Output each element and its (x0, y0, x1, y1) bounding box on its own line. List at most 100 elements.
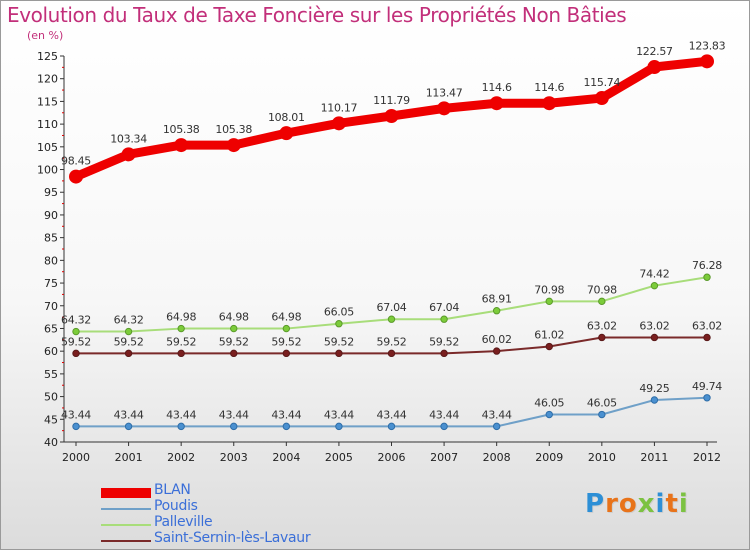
data-point (177, 324, 185, 333)
data-label: 110.17 (321, 101, 358, 114)
data-label: 105.38 (163, 123, 200, 136)
data-label: 67.04 (429, 301, 459, 314)
brand-letter: o (618, 489, 638, 519)
data-label: 46.05 (587, 397, 617, 410)
y-tick-label: 40 (44, 436, 58, 449)
brand-letter: i (678, 489, 689, 519)
data-label: 43.44 (482, 408, 512, 421)
brand-letter: i (655, 489, 666, 519)
data-label: 49.74 (692, 380, 722, 393)
y-tick-label: 50 (44, 391, 58, 404)
data-point (598, 297, 606, 306)
data-point (174, 138, 189, 153)
data-label: 113.47 (426, 86, 463, 99)
data-label: 64.98 (166, 311, 196, 324)
data-label: 64.98 (219, 311, 249, 324)
data-label: 59.52 (271, 335, 301, 348)
legend-swatch-palleville (101, 524, 151, 526)
data-point (335, 349, 343, 358)
data-point (230, 324, 238, 333)
data-label: 70.98 (587, 283, 617, 296)
x-tick-label: 2004 (272, 451, 300, 464)
x-tick-label: 2003 (220, 451, 248, 464)
data-point (124, 327, 133, 336)
axes: 40 45 50 55 60 65 70 75 80 85 90 95 100 105 110 115 120 1… (37, 50, 721, 464)
x-tick-label: 2008 (483, 451, 511, 464)
brand-letter: x (637, 489, 656, 519)
data-point (440, 349, 448, 358)
data-label: 111.79 (373, 94, 410, 107)
data-point (226, 138, 241, 153)
data-point (279, 126, 294, 141)
brand-logo: Proxiti (585, 489, 689, 519)
data-label: 43.44 (429, 408, 459, 421)
data-point (440, 315, 448, 323)
data-label: 59.52 (166, 335, 196, 348)
data-label: 64.32 (61, 314, 91, 327)
data-label: 43.44 (377, 408, 407, 421)
data-label: 49.25 (639, 382, 669, 395)
data-label: 60.02 (482, 333, 512, 346)
legend-swatch-poudis (101, 508, 151, 510)
data-point (335, 320, 343, 328)
data-label: 122.57 (636, 45, 673, 58)
y-tick-label: 110 (37, 118, 58, 131)
data-label: 59.52 (219, 335, 249, 348)
data-label: 66.05 (324, 306, 354, 319)
unit-label: (en %) (27, 29, 64, 42)
y-tick-label: 105 (37, 141, 58, 154)
data-label: 43.44 (61, 408, 91, 421)
data-label: 68.91 (482, 293, 512, 306)
data-label: 59.52 (429, 335, 459, 348)
y-tick-label: 45 (44, 413, 58, 426)
data-label-layer: 43.44 43.44 43.44 43.44 43.44 43.44 43.44 43.44… (61, 39, 726, 421)
data-point (72, 327, 80, 336)
data-label: 76.28 (692, 259, 722, 272)
y-tick-label: 115 (37, 95, 58, 108)
x-tick-label: 2007 (430, 451, 458, 464)
data-point (177, 349, 185, 358)
data-label: 115.74 (583, 76, 620, 89)
brand-letter: r (605, 489, 619, 519)
data-label: 64.32 (114, 314, 144, 327)
data-label: 43.44 (166, 408, 196, 421)
data-point (69, 169, 83, 184)
data-label: 43.44 (219, 408, 249, 421)
y-tick-label: 90 (44, 209, 58, 222)
chart-title: Evolution du Taux de Taxe Foncière sur l… (7, 3, 627, 27)
x-tick-label: 2011 (640, 451, 668, 464)
data-point (440, 422, 448, 431)
data-point (72, 349, 80, 358)
data-point (384, 108, 399, 123)
legend-label-palleville: Palleville (154, 514, 213, 530)
data-point (598, 333, 606, 342)
data-label: 74.42 (639, 268, 669, 281)
data-label: 43.44 (271, 408, 301, 421)
y-tick-label: 65 (44, 322, 58, 335)
data-point (124, 422, 133, 431)
data-label: 59.52 (114, 335, 144, 348)
data-point (489, 96, 504, 111)
x-tick-label: 2002 (167, 451, 195, 464)
data-point (700, 54, 714, 69)
data-point (335, 422, 343, 431)
data-label: 63.02 (587, 319, 617, 332)
y-tick-label: 125 (37, 50, 58, 63)
data-label: 64.98 (271, 311, 301, 324)
data-point (177, 422, 185, 431)
data-point (282, 422, 291, 431)
x-tick-label: 2000 (62, 451, 90, 464)
data-point (650, 396, 659, 404)
y-tick-label: 120 (37, 73, 58, 86)
data-point (282, 324, 291, 333)
data-label: 123.83 (689, 39, 726, 52)
data-point (230, 349, 238, 358)
data-label: 46.05 (534, 397, 564, 410)
legend-label-poudis: Poudis (154, 498, 198, 514)
data-label: 105.38 (215, 123, 252, 136)
data-label: 59.52 (377, 335, 407, 348)
data-label: 114.6 (482, 81, 512, 94)
y-tick-label: 100 (37, 164, 58, 177)
data-point (542, 96, 557, 111)
data-label: 59.52 (61, 335, 91, 348)
